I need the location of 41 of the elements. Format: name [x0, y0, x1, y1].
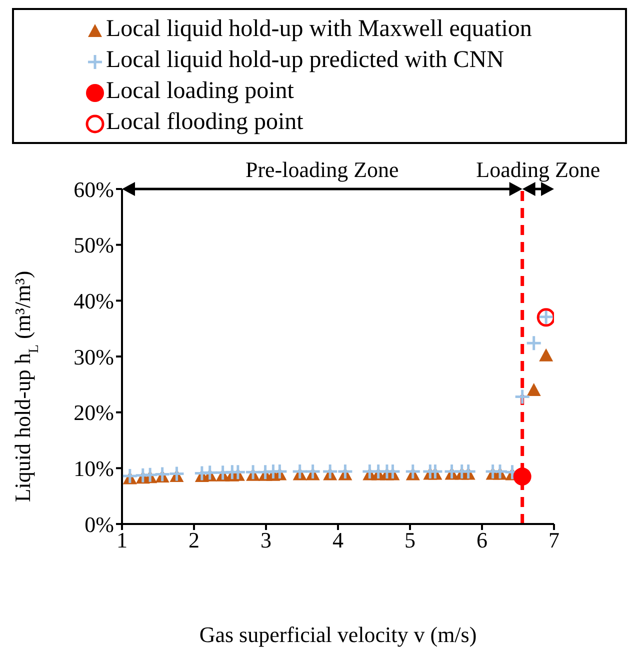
x-tick-label: 1 — [116, 528, 128, 553]
x-tick-label: 4 — [332, 528, 344, 553]
legend-label: Local liquid hold-up predicted with CNN — [106, 47, 504, 73]
point — [168, 466, 185, 482]
text: Loading Zone — [476, 157, 600, 182]
point — [514, 388, 531, 405]
point — [513, 468, 532, 486]
y-tick-label: 20% — [74, 400, 114, 426]
y-tick-label: 10% — [74, 456, 114, 481]
point — [244, 464, 262, 480]
x-tick-label: 7 — [548, 528, 560, 553]
point — [526, 383, 541, 396]
y-tick-label: 40% — [74, 288, 114, 314]
legend-label: Local loading point — [106, 78, 294, 104]
point — [194, 464, 210, 482]
legend-label: Local liquid hold-up with Maxwell equation — [106, 16, 532, 42]
x-axis-title: Gas superficial velocity v (m/s) — [199, 622, 477, 647]
point — [404, 463, 422, 480]
point — [426, 463, 444, 480]
legend-label: Local flooding point — [106, 109, 304, 135]
point — [122, 468, 138, 484]
y-tick-label: 0% — [84, 512, 114, 537]
point — [384, 463, 401, 480]
x-tick-label: 3 — [260, 528, 272, 553]
y-tick-label: 30% — [74, 344, 114, 370]
text: Pre-loading Zone — [245, 157, 399, 182]
point — [336, 463, 354, 480]
point — [292, 463, 308, 480]
point — [214, 464, 232, 481]
point — [154, 466, 171, 483]
point — [202, 464, 218, 481]
x-tick-label: 5 — [404, 528, 416, 553]
y-tick-label: 60% — [74, 176, 114, 202]
point — [257, 464, 274, 480]
point — [539, 348, 554, 362]
point — [526, 334, 542, 352]
point — [304, 463, 322, 480]
y-tick-label: 50% — [74, 232, 114, 258]
point — [322, 463, 338, 480]
x-tick-label: 6 — [476, 528, 488, 553]
x-tick-label: 2 — [188, 528, 200, 553]
